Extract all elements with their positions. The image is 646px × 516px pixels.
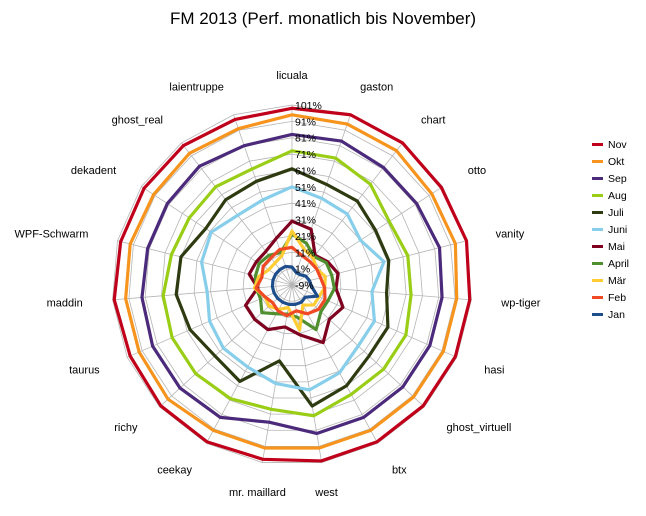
legend-label: Nov [608,138,627,151]
tick-label: 11% [295,247,315,259]
legend-label: Sep [608,172,627,185]
legend-swatch [592,160,603,163]
legend-label: Juni [608,223,628,236]
legend: Nov Okt Sep Aug Juli Juni Mai April Mär Feb Jan [592,136,629,323]
category-label: hasi [484,364,504,376]
legend-item: Juli [592,204,629,221]
legend-label: Jan [608,308,625,321]
legend-item: Nov [592,136,629,153]
category-label: taurus [69,364,100,376]
tick-label: 81% [295,133,316,145]
category-label: mr. maillard [229,487,286,499]
legend-item: Aug [592,187,629,204]
legend-label: Juli [608,206,624,219]
legend-item: Okt [592,153,629,170]
legend-swatch [592,296,603,299]
category-label: otto [468,165,486,177]
legend-item: April [592,255,629,272]
tick-label: 101% [295,100,322,112]
category-label: vanity [496,228,525,240]
chart-title: FM 2013 (Perf. monatlich bis November) [169,9,477,28]
series-line-Nov [112,106,472,463]
category-label: wp-tiger [500,297,540,309]
grid-ring [144,137,440,431]
category-label: ceekay [157,465,192,477]
tick-label: 91% [295,116,316,128]
category-label: chart [421,114,445,126]
category-label: richy [114,422,138,434]
legend-label: Feb [608,291,627,304]
series-line-Feb [254,245,327,318]
category-label: licuala [276,70,308,82]
tick-label: 1% [295,264,310,276]
tick-label: 31% [295,215,316,227]
legend-swatch [592,143,603,146]
series-line-Okt [124,113,459,450]
tick-label: 71% [295,149,316,161]
grid-ring [226,219,358,350]
tick-label: 21% [295,231,316,243]
grid-ring [242,235,342,334]
radar-series [112,106,472,463]
tick-label: 61% [295,165,316,177]
grid-ring [177,170,407,399]
tick-label: 41% [295,198,316,210]
category-label: laientruppe [169,81,223,93]
category-label: west [314,487,338,499]
series-line-Mai [243,219,345,345]
legend-swatch [592,194,603,197]
category-label: dekadent [71,165,116,177]
grid-ring [128,120,456,447]
legend-label: Okt [608,155,625,168]
series-line-Juli [174,167,391,408]
category-label: ghost_virtuell [447,422,512,434]
tick-label: -9% [295,280,314,292]
legend-swatch [592,313,603,316]
radial-tick-labels: -9% 1% 11% 21% 31% 41% 51% 61% 71% 81% 91% 101% [295,100,322,292]
grid-ring [161,153,423,415]
legend-swatch [592,211,603,214]
legend-swatch [592,262,603,265]
category-label: btx [392,465,407,477]
legend-label: Mär [608,274,627,287]
tick-label: 51% [295,182,316,194]
category-label: ghost_real [112,114,163,126]
legend-item: Sep [592,170,629,187]
category-label: WPF-Schwarm [14,228,88,240]
category-label: maddin [47,297,83,309]
legend-swatch [592,245,603,248]
series-line-Sep [140,132,444,436]
legend-item: Mär [592,272,629,289]
legend-item: Feb [592,289,629,306]
category-labels: licuala gaston chart otto vanity wp-tiger hasi… [14,70,540,499]
legend-swatch [592,228,603,231]
legend-item: Jan [592,306,629,323]
series-line-Juni [199,185,386,392]
legend-swatch [592,279,603,282]
category-label: gaston [360,81,393,93]
legend-label: Mai [608,240,625,253]
series-line-Aug [161,149,413,418]
grid-ring [210,202,374,367]
legend-swatch [592,177,603,180]
legend-label: April [608,257,630,270]
grid-ring [193,186,391,383]
legend-item: Mai [592,238,629,255]
legend-label: Aug [608,189,627,202]
series-line-Jan [270,264,320,306]
legend-item: Juni [592,221,629,238]
